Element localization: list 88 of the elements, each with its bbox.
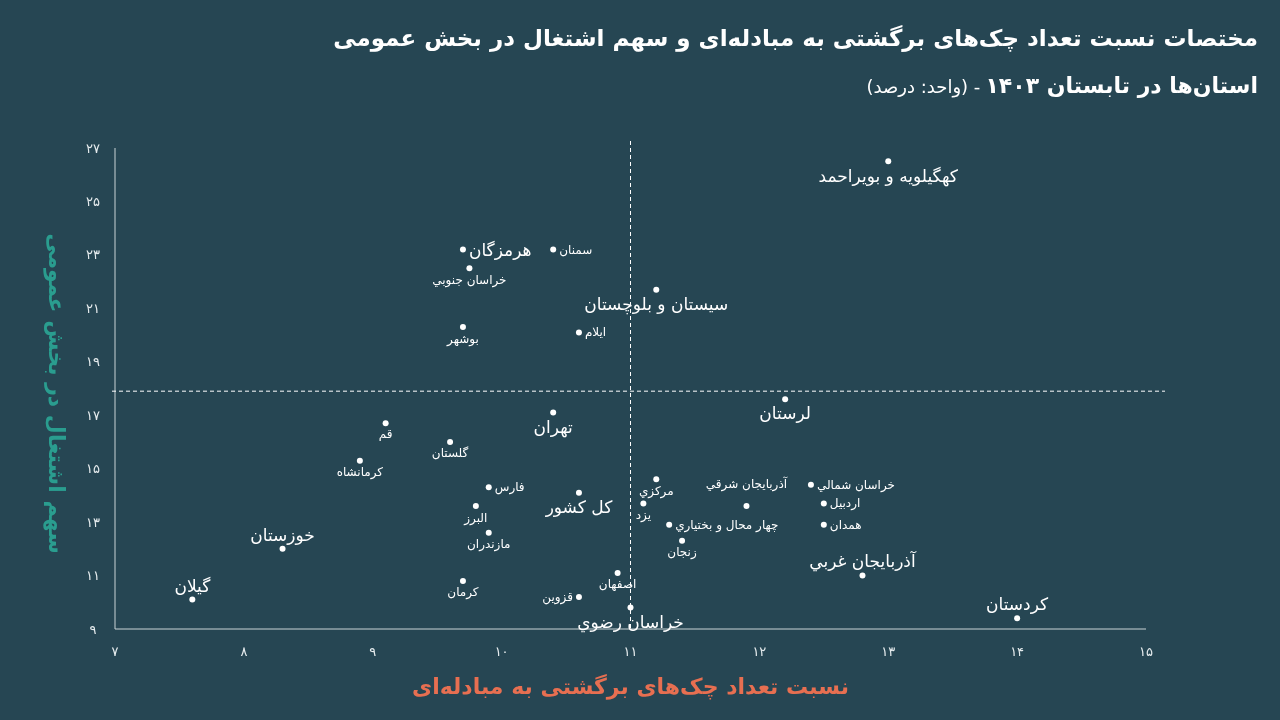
data-label: آذربایجان غربي xyxy=(809,549,917,572)
data-label: یزد xyxy=(635,507,652,523)
data-label: کردستان xyxy=(986,594,1050,615)
data-label: فارس xyxy=(494,480,525,496)
point xyxy=(627,604,634,611)
data-label: لرستان xyxy=(759,403,811,424)
data-label: مرکزي xyxy=(638,483,674,499)
point xyxy=(485,529,492,536)
point xyxy=(459,324,466,331)
y-tick-label: ۱۹ xyxy=(86,354,100,370)
x-tick-label: ۱۵ xyxy=(1139,644,1153,659)
point xyxy=(459,246,466,253)
point xyxy=(1014,615,1021,622)
data-label: همدان xyxy=(829,517,862,532)
x-tick-label: ۱۲ xyxy=(752,644,767,659)
data-label: زنجان xyxy=(667,545,697,561)
x-tick-label: ۹ xyxy=(369,644,377,659)
data-label: اصفهان xyxy=(598,576,637,591)
point xyxy=(743,503,750,510)
data-label: مازندران xyxy=(467,537,511,553)
y-tick-label: ۲۱ xyxy=(86,300,100,316)
point xyxy=(382,420,389,427)
data-label: اردبیل xyxy=(829,496,861,512)
data-label: سمنان xyxy=(559,242,593,257)
y-tick-label: ۲۵ xyxy=(86,193,100,209)
data-label: آذربایجان شرقي xyxy=(705,476,788,493)
data-label: کرمان xyxy=(447,585,479,601)
data-label: چهار محال و بختیاري xyxy=(675,517,779,533)
point xyxy=(189,596,196,603)
x-tick-label: ۱۳ xyxy=(881,644,896,659)
point xyxy=(820,521,827,528)
point xyxy=(575,593,582,600)
point xyxy=(807,481,814,488)
point xyxy=(485,484,492,491)
y-tick-label: ۱۵ xyxy=(86,461,100,477)
data-label: گلستان xyxy=(431,445,469,460)
data-label: خراسان جنوبي xyxy=(432,272,507,288)
point xyxy=(666,521,673,528)
y-tick-label: ۱۳ xyxy=(86,514,100,530)
data-label: خوزستان xyxy=(250,524,315,545)
point xyxy=(279,545,286,552)
data-label: هرمزگان xyxy=(468,239,532,260)
point xyxy=(550,409,557,416)
data-label: کهگیلویه و بویراحمد xyxy=(818,165,959,187)
data-label: بوشهر xyxy=(446,331,479,347)
point xyxy=(614,569,621,576)
data-label: کرمانشاه xyxy=(336,465,384,481)
point xyxy=(466,265,473,272)
point xyxy=(859,572,866,579)
x-tick-label: ۱۱ xyxy=(623,644,638,659)
point xyxy=(550,246,557,253)
y-tick-label: ۲۷ xyxy=(86,140,100,156)
data-label: سیستان و بلوچستان xyxy=(584,294,729,316)
x-tick-label: ۱۰ xyxy=(494,644,509,659)
point xyxy=(782,396,789,403)
point xyxy=(356,457,363,464)
data-label: تهران xyxy=(533,417,574,439)
point xyxy=(679,537,686,544)
y-tick-label: ۹ xyxy=(89,621,97,637)
point xyxy=(459,577,466,584)
y-tick-label: ۲۳ xyxy=(86,247,100,263)
data-label: البرز xyxy=(463,510,488,526)
data-label: قزوین xyxy=(542,589,573,605)
y-tick-label: ۱۱ xyxy=(86,568,100,584)
point xyxy=(472,503,479,510)
point xyxy=(885,158,892,165)
point xyxy=(653,286,660,293)
data-label: قم xyxy=(378,427,393,442)
data-label: کل کشور xyxy=(544,496,614,517)
point xyxy=(653,476,660,483)
data-label: خراسان شمالي xyxy=(816,477,895,493)
point xyxy=(575,329,582,336)
data-label: گیلان xyxy=(174,575,212,596)
chart-title: مختصات نسبت تعداد چک‌های برگشتی به مبادله‌ای و سهم اشتغال در بخش عمومی xyxy=(333,25,1258,51)
chart-subtitle: استان‌ها در تابستان ۱۴۰۳ xyxy=(985,73,1258,98)
point xyxy=(640,500,647,507)
x-tick-label: ۱۴ xyxy=(1010,644,1025,659)
x-axis-title: نسبت تعداد چک‌های برگشتی به مبادله‌ای xyxy=(412,672,849,700)
y-tick-label: ۱۷ xyxy=(86,407,100,423)
x-tick-label: ۷ xyxy=(111,644,119,659)
point xyxy=(575,489,582,496)
text: - (واحد: درصد) xyxy=(866,76,981,97)
point xyxy=(447,438,454,445)
data-label: خراسان رضوي xyxy=(577,612,684,634)
data-label: ایلام xyxy=(584,325,607,340)
y-axis-title: سهم اشتغال در بخش عمومی xyxy=(42,233,69,554)
point xyxy=(820,500,827,507)
x-tick-label: ۸ xyxy=(240,644,248,659)
